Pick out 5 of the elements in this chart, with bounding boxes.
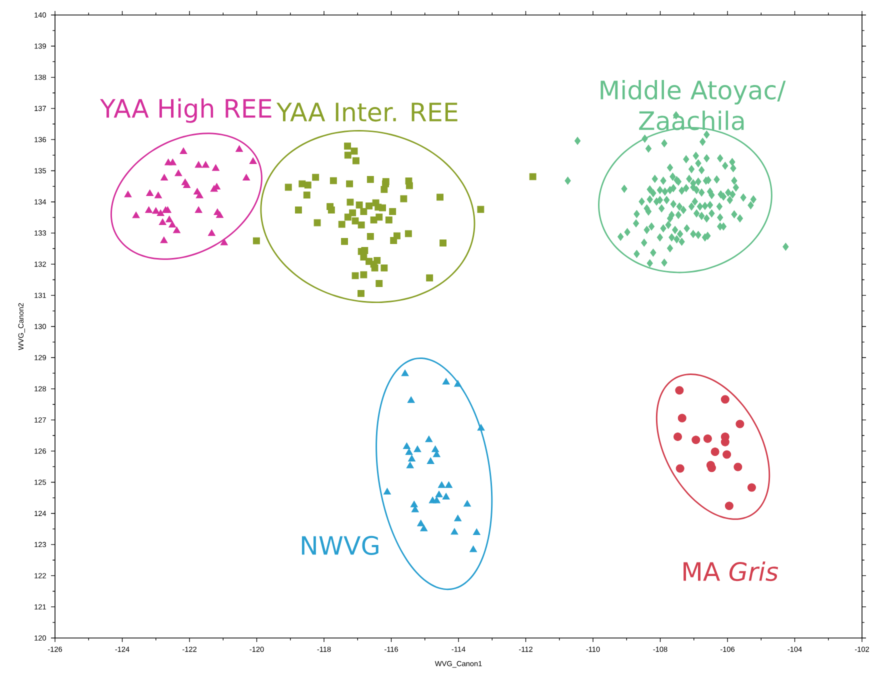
series-label: YAA High REE <box>100 98 272 123</box>
series-label: YAA Inter. REE <box>276 102 458 122</box>
series-label: NWVG <box>302 536 378 556</box>
text: MA Gris <box>684 562 778 582</box>
series-label: Middle Atoyac/ Zaachila <box>600 80 786 130</box>
